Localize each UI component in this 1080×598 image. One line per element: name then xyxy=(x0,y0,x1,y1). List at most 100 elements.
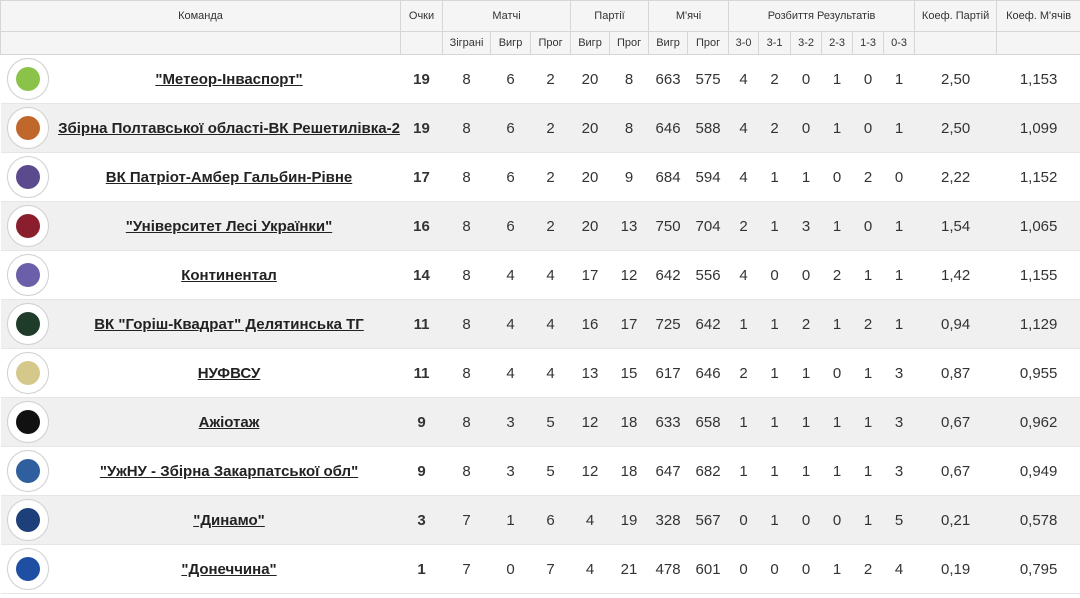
result-32-cell: 1 xyxy=(790,446,822,496)
balls-won-cell: 642 xyxy=(648,250,688,300)
result-32-cell: 3 xyxy=(790,201,822,251)
result-13-cell: 2 xyxy=(852,544,884,594)
won-cell: 6 xyxy=(490,54,531,104)
won-cell: 4 xyxy=(490,250,531,300)
sets-lost-cell: 19 xyxy=(609,495,649,545)
coef-sets-cell: 2,22 xyxy=(914,152,997,202)
team-link[interactable]: Ажіотаж xyxy=(198,413,260,431)
header-balls: М'ячі xyxy=(648,0,730,32)
lost-cell: 4 xyxy=(530,299,571,349)
team-link[interactable]: Континентал xyxy=(181,266,277,284)
team-link[interactable]: "Університет Лесі Українки" xyxy=(125,217,333,235)
result-31-cell: 1 xyxy=(758,348,791,398)
subheader-lost: Прог xyxy=(530,31,572,55)
coef-balls-cell: 1,065 xyxy=(996,201,1080,251)
result-23-cell: 1 xyxy=(821,299,853,349)
coef-sets-cell: 1,42 xyxy=(914,250,997,300)
result-23-cell: 1 xyxy=(821,544,853,594)
result-30-cell: 1 xyxy=(728,446,759,496)
lost-cell: 2 xyxy=(530,54,571,104)
result-23-cell: 0 xyxy=(821,348,853,398)
balls-won-cell: 684 xyxy=(648,152,688,202)
sets-lost-cell: 13 xyxy=(609,201,649,251)
team-logo-mark xyxy=(15,165,40,189)
result-30-cell: 0 xyxy=(728,495,759,545)
coef-balls-cell: 1,129 xyxy=(996,299,1080,349)
sets-lost-cell: 8 xyxy=(609,103,649,153)
result-03-cell: 1 xyxy=(883,103,915,153)
result-13-cell: 0 xyxy=(852,201,884,251)
balls-lost-cell: 646 xyxy=(687,348,729,398)
won-cell: 6 xyxy=(490,152,531,202)
coef-balls-cell: 0,949 xyxy=(996,446,1080,496)
team-logo-cell xyxy=(0,348,58,398)
won-cell: 3 xyxy=(490,446,531,496)
sets-won-cell: 17 xyxy=(570,250,610,300)
won-cell: 0 xyxy=(490,544,531,594)
points-cell: 19 xyxy=(400,54,443,104)
team-link[interactable]: Збірна Полтавської області-ВК Решетилівк… xyxy=(58,119,400,137)
result-23-cell: 0 xyxy=(821,152,853,202)
team-link[interactable]: "УжНУ - Збірна Закарпатської обл" xyxy=(99,462,359,480)
header-matches: Матчі xyxy=(442,0,572,32)
balls-lost-cell: 556 xyxy=(687,250,729,300)
result-31-cell: 1 xyxy=(758,495,791,545)
result-30-cell: 2 xyxy=(728,201,759,251)
result-30-cell: 4 xyxy=(728,152,759,202)
result-13-cell: 0 xyxy=(852,54,884,104)
result-30-cell: 1 xyxy=(728,299,759,349)
won-cell: 6 xyxy=(490,201,531,251)
result-32-cell: 0 xyxy=(790,54,822,104)
sets-lost-cell: 17 xyxy=(609,299,649,349)
sets-won-cell: 20 xyxy=(570,152,610,202)
result-31-cell: 0 xyxy=(758,250,791,300)
result-23-cell: 1 xyxy=(821,201,853,251)
team-name-cell: ВК "Горіш-Квадрат" Делятинська ТГ xyxy=(57,299,401,349)
team-link[interactable]: ВК Патріот-Амбер Гальбин-Рівне xyxy=(105,168,353,186)
result-30-cell: 4 xyxy=(728,54,759,104)
balls-won-cell: 633 xyxy=(648,397,688,447)
team-logo-mark xyxy=(15,312,40,336)
table-row: НУФВСУ 11 8 4 4 13 15 617 646 2 1 1 0 1 … xyxy=(0,348,1080,398)
balls-lost-cell: 642 xyxy=(687,299,729,349)
played-cell: 7 xyxy=(442,544,491,594)
header-sets: Партії xyxy=(570,0,650,32)
sets-won-cell: 4 xyxy=(570,544,610,594)
coef-sets-cell: 0,87 xyxy=(914,348,997,398)
team-logo-cell xyxy=(0,201,58,251)
team-name-cell: Континентал xyxy=(57,250,401,300)
lost-cell: 5 xyxy=(530,397,571,447)
result-30-cell: 0 xyxy=(728,544,759,594)
result-23-cell: 1 xyxy=(821,446,853,496)
played-cell: 8 xyxy=(442,397,491,447)
result-31-cell: 1 xyxy=(758,299,791,349)
subheader-blank xyxy=(0,31,402,55)
coef-sets-cell: 0,21 xyxy=(914,495,997,545)
subheader-won: Вигр xyxy=(490,31,532,55)
team-logo xyxy=(6,548,49,590)
result-23-cell: 2 xyxy=(821,250,853,300)
team-link[interactable]: "Метеор-Інваспорт" xyxy=(155,70,303,88)
balls-won-cell: 617 xyxy=(648,348,688,398)
table-row: Ажіотаж 9 8 3 5 12 18 633 658 1 1 1 1 1 … xyxy=(0,397,1080,447)
team-name-cell: "Динамо" xyxy=(57,495,401,545)
team-link[interactable]: ВК "Горіш-Квадрат" Делятинська ТГ xyxy=(94,315,364,333)
balls-lost-cell: 704 xyxy=(687,201,729,251)
result-03-cell: 0 xyxy=(883,152,915,202)
team-link[interactable]: "Донеччина" xyxy=(181,560,277,578)
team-link[interactable]: "Динамо" xyxy=(193,511,265,529)
played-cell: 8 xyxy=(442,348,491,398)
header-team: Команда xyxy=(0,0,402,32)
points-cell: 17 xyxy=(400,152,443,202)
subheader-sets-lost: Прог xyxy=(609,31,650,55)
coef-balls-cell: 1,155 xyxy=(996,250,1080,300)
sets-won-cell: 20 xyxy=(570,103,610,153)
result-30-cell: 1 xyxy=(728,397,759,447)
table-row: "УжНУ - Збірна Закарпатської обл" 9 8 3 … xyxy=(0,446,1080,496)
result-23-cell: 1 xyxy=(821,54,853,104)
won-cell: 6 xyxy=(490,103,531,153)
header-points: Очки xyxy=(400,0,444,32)
result-32-cell: 0 xyxy=(790,250,822,300)
team-link[interactable]: НУФВСУ xyxy=(197,364,261,382)
team-name-cell: Ажіотаж xyxy=(57,397,401,447)
